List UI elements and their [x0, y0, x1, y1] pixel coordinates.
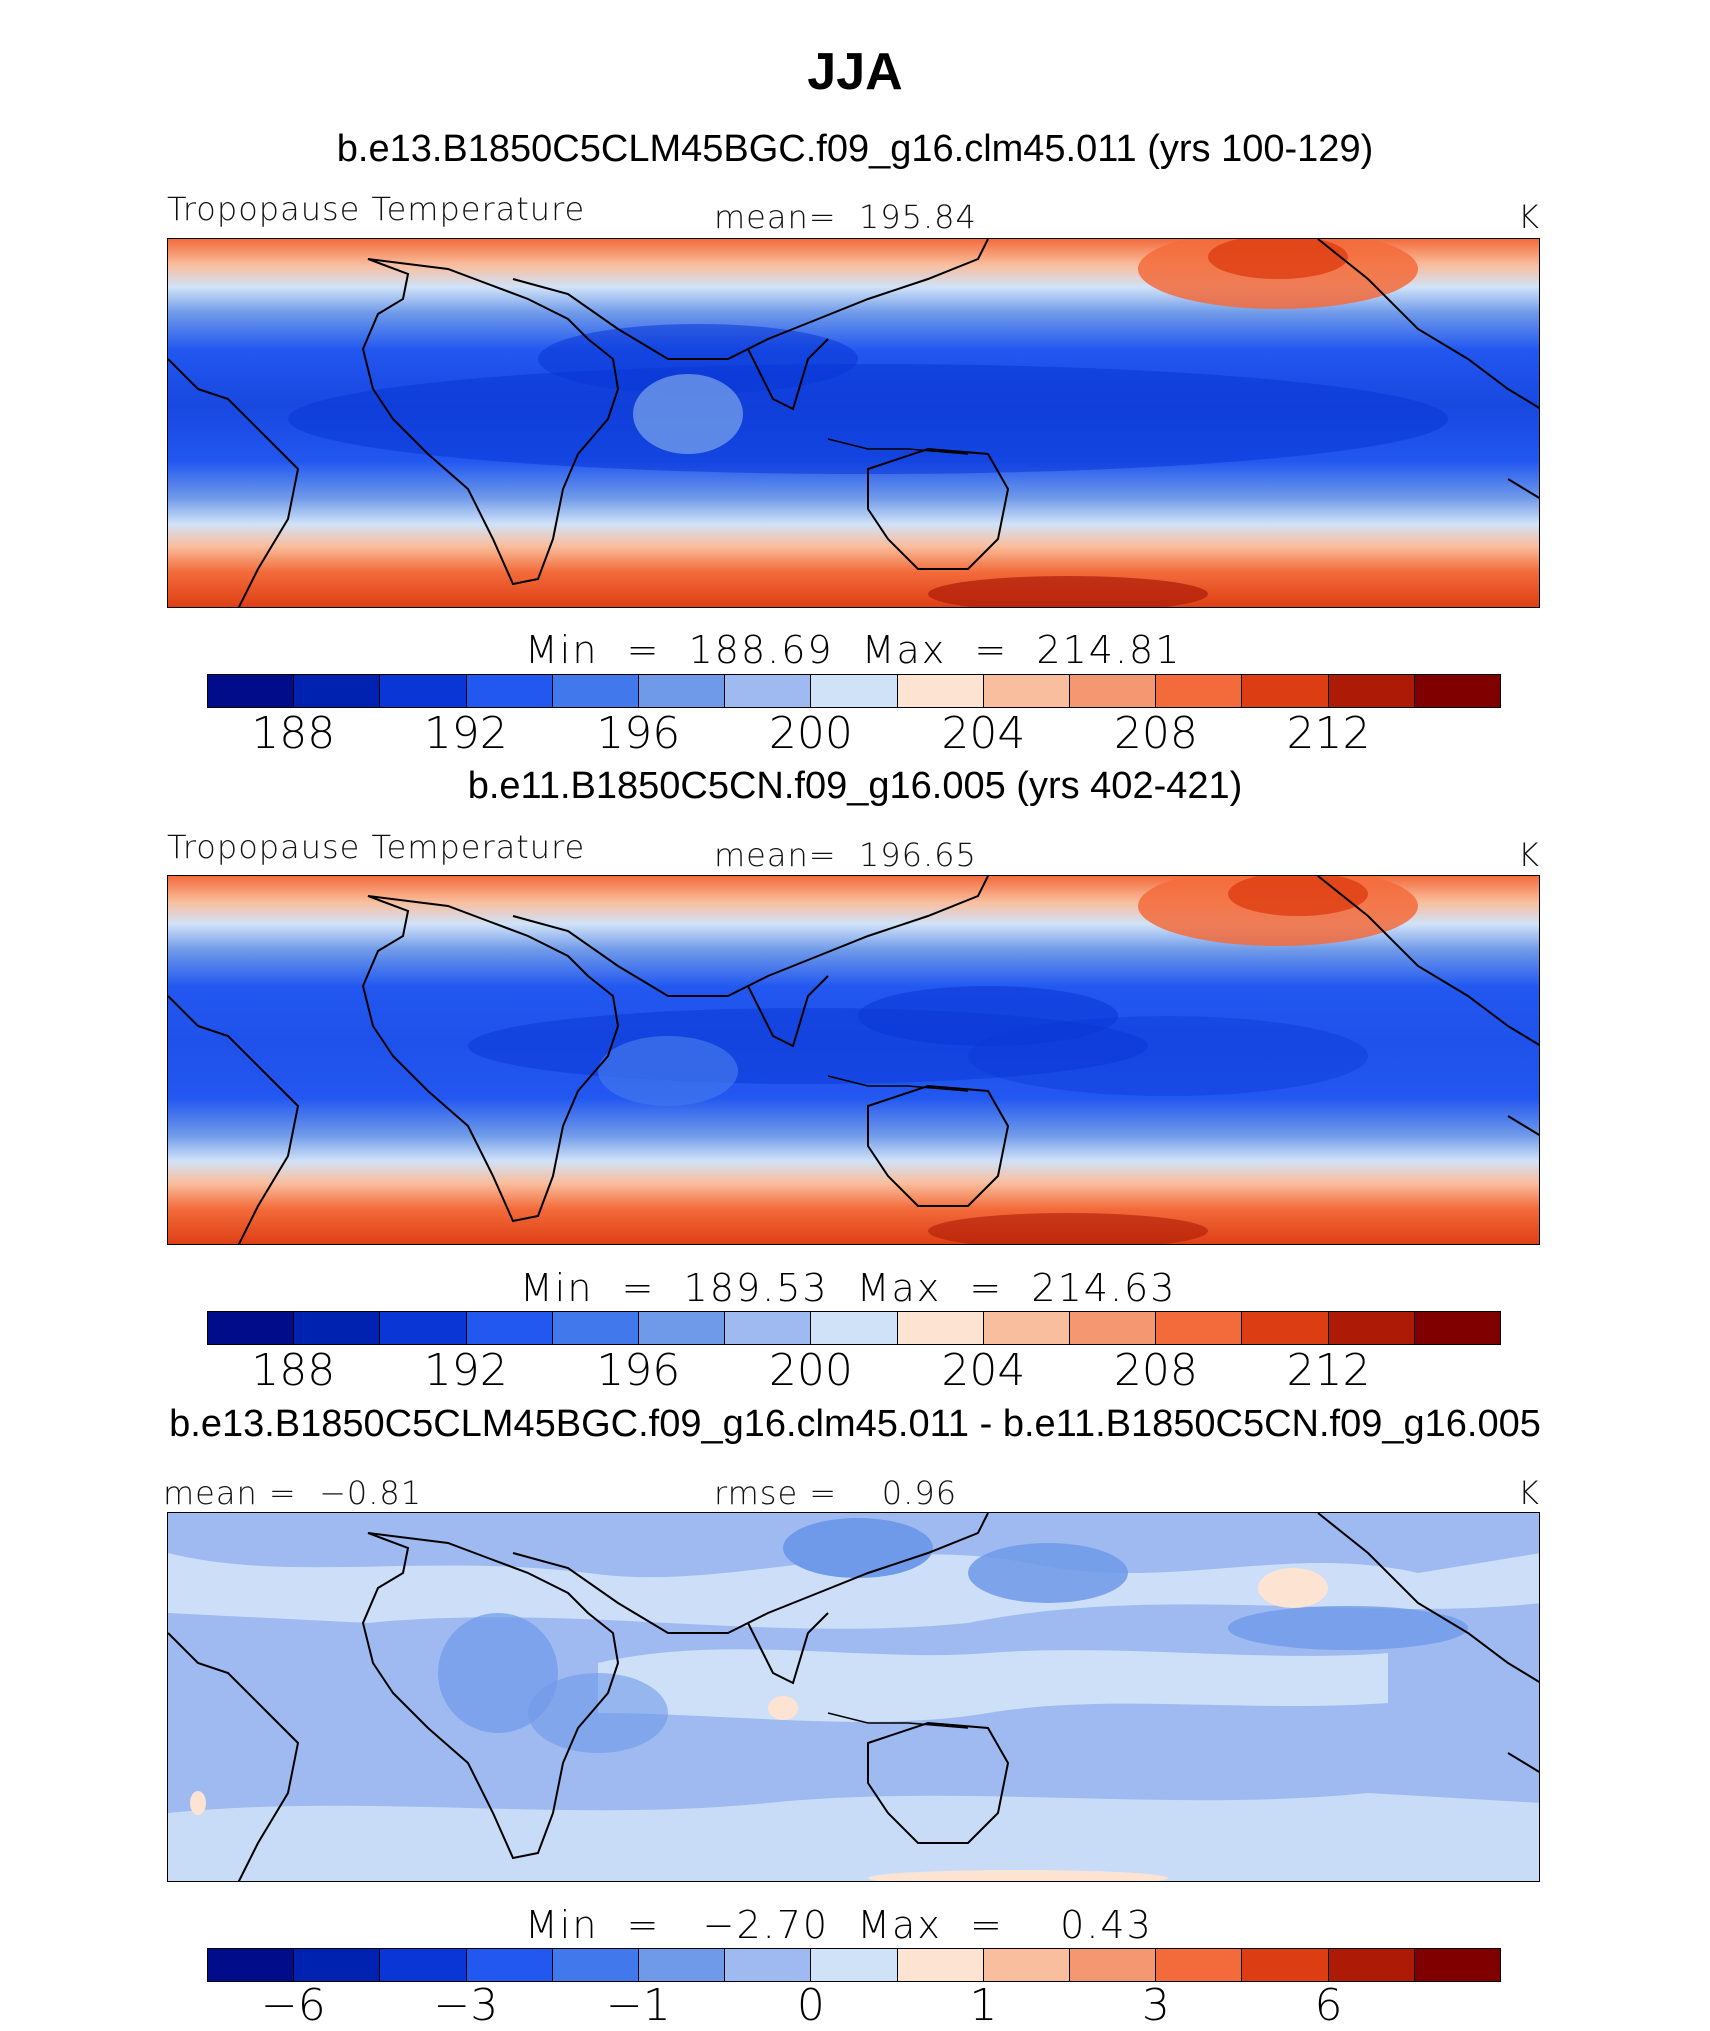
colorbar-swatch: [294, 675, 381, 707]
panel-2-field: [168, 876, 1539, 1244]
page-title: JJA: [807, 43, 903, 101]
colorbar-swatch: [208, 1312, 295, 1344]
panel-1-mean-label: mean= 195.84: [714, 198, 977, 236]
colorbar-tick-label: 6: [1314, 1980, 1343, 2031]
colorbar-swatch: [725, 675, 812, 707]
panel-3-colorbar-ticks: −6 −3 −1 0 1 3 6: [207, 1980, 1501, 2031]
panel-1-map: [167, 238, 1540, 608]
colorbar-swatch: [1070, 675, 1157, 707]
colorbar-swatch: [1242, 675, 1329, 707]
colorbar-tick-label: 3: [1141, 1980, 1170, 2031]
colorbar-tick-label: 188: [251, 1345, 336, 1396]
colorbar-swatch: [1156, 1312, 1243, 1344]
colorbar-swatch: [208, 675, 295, 707]
panel-3-units-label: K: [1518, 1474, 1540, 1512]
colorbar-swatch: [811, 1312, 898, 1344]
colorbar-tick-label: 200: [768, 1345, 853, 1396]
colorbar-swatch: [897, 1949, 984, 1981]
colorbar-swatch: [1414, 675, 1501, 707]
colorbar-swatch: [1242, 1949, 1329, 1981]
colorbar-tick-label: 212: [1286, 1345, 1371, 1396]
colorbar-swatch: [466, 1312, 553, 1344]
colorbar-swatch: [983, 1949, 1071, 1981]
colorbar-tick-label: 196: [596, 1345, 681, 1396]
colorbar-swatch: [1414, 1949, 1501, 1981]
colorbar-tick-label: 196: [596, 708, 681, 759]
colorbar-swatch: [983, 675, 1071, 707]
colorbar-swatch: [380, 1312, 467, 1344]
panel-1-case-title: b.e13.B1850C5CLM45BGC.f09_g16.clm45.011 …: [336, 128, 1374, 170]
panel-3-map: [167, 1512, 1540, 1882]
colorbar-tick-label: 212: [1286, 708, 1371, 759]
colorbar-tick-label: −1: [605, 1980, 671, 2031]
colorbar-swatch: [466, 675, 553, 707]
colorbar-swatch: [552, 675, 640, 707]
colorbar-tick-label: 192: [423, 1345, 508, 1396]
panel-3-case-title: b.e13.B1850C5CLM45BGC.f09_g16.clm45.011 …: [169, 1403, 1541, 1445]
colorbar-swatch: [1414, 1312, 1501, 1344]
panel-2-colorbar: [207, 1311, 1501, 1345]
colorbar-swatch: [294, 1949, 381, 1981]
colorbar-tick-label: 204: [941, 1345, 1026, 1396]
colorbar-tick-label: 208: [1113, 1345, 1198, 1396]
colorbar-swatch: [725, 1312, 812, 1344]
colorbar-swatch: [897, 675, 984, 707]
panel-1-units-label: K: [1518, 198, 1540, 236]
colorbar-swatch: [1328, 1312, 1415, 1344]
colorbar-swatch: [208, 1949, 295, 1981]
panel-3-field: [168, 1513, 1539, 1881]
colorbar-swatch: [1328, 1949, 1415, 1981]
colorbar-tick-label: 208: [1113, 708, 1198, 759]
colorbar-swatch: [639, 1949, 726, 1981]
panel-2-map: [167, 875, 1540, 1245]
colorbar-swatch: [983, 1312, 1071, 1344]
colorbar-swatch: [1242, 1312, 1329, 1344]
panel-1-variable-label: Tropopause Temperature: [167, 190, 586, 228]
panel-1-colorbar-ticks: 188 192 196 200 204 208 212: [207, 708, 1501, 759]
colorbar-swatch: [639, 1312, 726, 1344]
colorbar-swatch: [1070, 1949, 1157, 1981]
colorbar-swatch: [1070, 1312, 1157, 1344]
colorbar-swatch: [466, 1949, 553, 1981]
panel-2-variable-label: Tropopause Temperature: [167, 828, 586, 866]
panel-1-minmax: Min = 188.69 Max = 214.81: [525, 628, 1182, 672]
colorbar-swatch: [897, 1312, 984, 1344]
colorbar-swatch: [1156, 1949, 1243, 1981]
panel-2-colorbar-ticks: 188 192 196 200 204 208 212: [207, 1345, 1501, 1396]
colorbar-swatch: [552, 1312, 640, 1344]
panel-2-case-title: b.e11.B1850C5CN.f09_g16.005 (yrs 402-421…: [467, 765, 1243, 807]
colorbar-tick-label: 204: [941, 708, 1026, 759]
colorbar-tick-label: 1: [969, 1980, 998, 2031]
colorbar-tick-label: −6: [260, 1980, 326, 2031]
colorbar-tick-label: −3: [433, 1980, 499, 2031]
panel-2-mean-label: mean= 196.65: [714, 836, 977, 874]
panel-3-rmse-label: rmse = 0.96: [714, 1474, 958, 1512]
colorbar-swatch: [639, 675, 726, 707]
colorbar-tick-label: 200: [768, 708, 853, 759]
colorbar-swatch: [552, 1949, 640, 1981]
colorbar-swatch: [811, 1949, 898, 1981]
colorbar-tick-label: 192: [423, 708, 508, 759]
colorbar-tick-label: 0: [796, 1980, 825, 2031]
colorbar-swatch: [1156, 675, 1243, 707]
panel-2-units-label: K: [1518, 836, 1540, 874]
panel-1-colorbar: [207, 674, 1501, 708]
panel-3-colorbar: [207, 1948, 1501, 1982]
panel-1-field: [168, 239, 1539, 607]
panel-2-minmax: Min = 189.53 Max = 214.63: [520, 1266, 1177, 1310]
colorbar-swatch: [380, 675, 467, 707]
colorbar-swatch: [294, 1312, 381, 1344]
colorbar-swatch: [380, 1949, 467, 1981]
colorbar-tick-label: 188: [251, 708, 336, 759]
panel-3-minmax: Min = −2.70 Max = 0.43: [525, 1903, 1153, 1947]
colorbar-swatch: [811, 675, 898, 707]
panel-3-mean-label: mean = −0.81: [163, 1474, 423, 1512]
colorbar-swatch: [1328, 675, 1415, 707]
colorbar-swatch: [725, 1949, 812, 1981]
